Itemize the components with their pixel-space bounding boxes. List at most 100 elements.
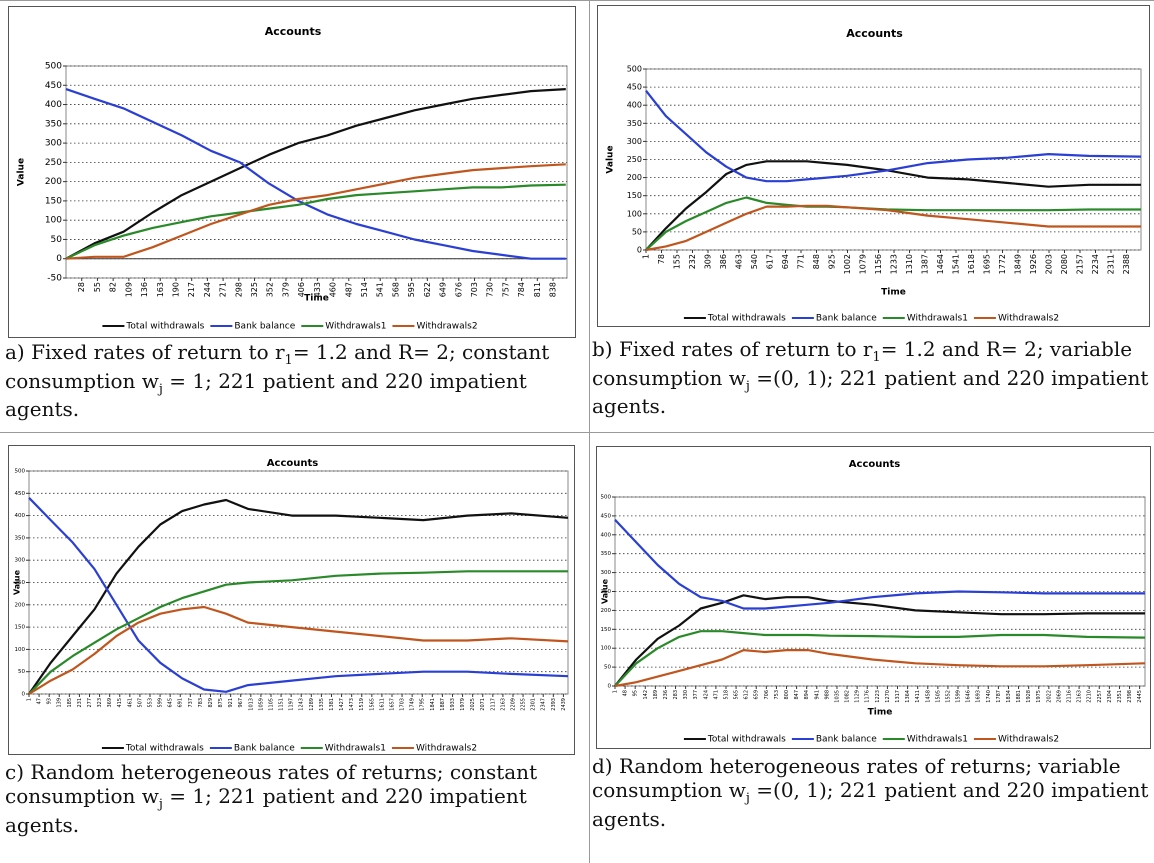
x-tick-label: 109 <box>124 282 133 297</box>
y-tick-label: 200 <box>15 602 26 608</box>
x-tick-label: 925 <box>828 254 837 269</box>
series-line <box>645 160 1141 251</box>
x-tick-label: 189 <box>653 690 659 700</box>
caption-subscript: j <box>745 378 750 394</box>
caption-subscript: 1 <box>284 353 293 368</box>
x-tick-label: 2388 <box>1122 254 1131 274</box>
y-tick-label: 450 <box>15 491 26 497</box>
x-tick-label: 461 <box>127 698 133 708</box>
x-tick-label: 1646 <box>966 690 972 703</box>
y-tick-label: 500 <box>15 469 26 475</box>
x-tick-label: 1473 <box>349 698 355 711</box>
x-tick-label: 1618 <box>967 254 976 274</box>
y-tick-label: 250 <box>45 158 62 168</box>
x-tick-label: 93 <box>47 698 53 704</box>
x-tick-label: 2022 <box>1046 690 1052 703</box>
y-tick-label: 350 <box>15 535 26 541</box>
x-tick-label: 185 <box>67 698 73 708</box>
x-tick-label: 2301 <box>531 698 537 711</box>
caption-text: a) Fixed rates of return to r <box>5 340 285 364</box>
x-tick-label: 2234 <box>1091 254 1100 274</box>
legend-label: Withdrawals1 <box>907 735 968 745</box>
legend-label: Bank balance <box>816 314 877 324</box>
x-tick-label: 1795 <box>420 698 426 711</box>
x-tick-label: 1335 <box>319 698 325 711</box>
x-tick-label: 2347 <box>541 698 547 711</box>
y-tick-label: 400 <box>15 513 26 519</box>
x-tick-label: 1197 <box>289 698 295 711</box>
x-tick-label: 236 <box>663 690 669 700</box>
x-tick-label: 1611 <box>379 698 385 711</box>
x-tick-label: 1 <box>642 254 651 259</box>
x-tick-label: 325 <box>250 282 259 297</box>
x-tick-label: 2080 <box>1060 254 1069 274</box>
caption-text: d) Random heterogeneous rates of returns… <box>592 754 1121 802</box>
chart-frame: Accounts 0 50 100 150 200 250 300 350 400 450 500 1 4… <box>8 445 575 755</box>
x-tick-label: 988 <box>824 690 830 700</box>
x-tick-label: 386 <box>719 254 728 269</box>
x-tick-label: 771 <box>797 254 806 269</box>
x-tick-label: 2163 <box>500 698 506 711</box>
x-tick-label: 921 <box>228 698 234 708</box>
table-border <box>0 432 1154 433</box>
x-tick-label: 784 <box>517 282 526 297</box>
x-tick-label: 28 <box>77 282 86 292</box>
series-line <box>28 605 569 695</box>
x-tick-label: 377 <box>693 690 699 700</box>
x-tick-label: 1834 <box>1006 690 1012 703</box>
y-tick-label: 100 <box>601 646 612 652</box>
y-tick-label: 500 <box>627 65 642 74</box>
legend-label: Withdrawals2 <box>416 744 477 754</box>
x-tick-label: 283 <box>673 690 679 700</box>
x-tick-label: 2393 <box>551 698 557 711</box>
x-tick-label: 1035 <box>834 690 840 703</box>
x-axis-label: Time <box>881 288 906 298</box>
series-line <box>28 498 569 695</box>
x-tick-label: 47 <box>37 698 43 704</box>
chart-title: Accounts <box>846 27 903 40</box>
caption: d) Random heterogeneous rates of returns… <box>592 754 1152 831</box>
x-tick-label: 1749 <box>410 698 416 711</box>
caption-text: =(0, 1); 221 patient and 220 impatient a… <box>592 778 1149 831</box>
plot-area <box>65 65 568 279</box>
x-tick-label: 244 <box>203 282 212 297</box>
x-tick-label: 2117 <box>490 698 496 711</box>
x-tick-label: 82 <box>109 282 118 292</box>
x-tick-label: 847 <box>794 690 800 700</box>
legend-label: Withdrawals1 <box>325 322 386 332</box>
legend-label: Withdrawals2 <box>998 314 1059 324</box>
x-axis-label: Time <box>304 294 329 304</box>
x-tick-label: 2439 <box>561 698 567 711</box>
x-tick-label: 1703 <box>400 698 406 711</box>
x-tick-label: 1270 <box>885 690 891 703</box>
x-tick-label: 1693 <box>976 690 982 703</box>
series-line <box>65 88 566 260</box>
x-tick-label: 1881 <box>1016 690 1022 703</box>
y-tick-label: 400 <box>45 100 62 110</box>
legend-label: Total withdrawals <box>125 744 204 754</box>
x-tick-label: 330 <box>683 690 689 700</box>
y-tick-label: 50 <box>18 669 25 675</box>
y-tick-label: 450 <box>601 513 612 519</box>
x-tick-label: 691 <box>178 698 184 708</box>
x-tick-label: 649 <box>439 282 448 297</box>
x-tick-label: 48 <box>623 690 629 696</box>
y-tick-label: 450 <box>45 81 62 91</box>
x-tick-label: 1381 <box>329 698 335 711</box>
caption-subscript: 1 <box>872 350 881 365</box>
x-tick-label: 541 <box>376 282 385 297</box>
x-tick-label: 55 <box>93 282 102 292</box>
legend: Total withdrawals Bank balance Withdrawals… <box>683 314 1059 324</box>
x-tick-label: 518 <box>723 690 729 700</box>
x-tick-label: 1002 <box>843 254 852 274</box>
x-tick-label: 811 <box>533 282 542 297</box>
x-tick-label: 1387 <box>921 254 930 274</box>
x-tick-label: 155 <box>673 254 682 269</box>
x-tick-label: 471 <box>713 690 719 700</box>
x-tick-label: 1565 <box>369 698 375 711</box>
x-tick-label: 1657 <box>389 698 395 711</box>
series-line <box>614 630 1146 687</box>
x-tick-label: 406 <box>297 282 306 297</box>
